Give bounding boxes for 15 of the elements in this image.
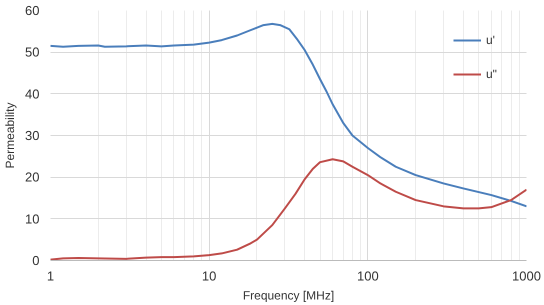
y-tick-label: 30 <box>25 128 40 143</box>
y-axis-title: Permeability <box>3 102 18 169</box>
legend-label: u' <box>486 33 496 47</box>
y-tick-label: 50 <box>25 44 40 60</box>
x-tick-label: 1000 <box>512 268 541 284</box>
y-tick-label: 60 <box>25 3 40 18</box>
y-tick-label: 40 <box>25 86 40 102</box>
x-tick-label: 100 <box>356 268 379 284</box>
x-axis-title: Frequency [MHz] <box>242 288 334 302</box>
y-tick-label: 0 <box>32 253 40 268</box>
x-tick-label: 1 <box>46 268 54 284</box>
y-tick-label: 20 <box>25 170 40 185</box>
legend-label: u" <box>486 67 498 81</box>
y-tick-label: 10 <box>25 211 40 226</box>
x-tick-label: 10 <box>202 268 216 284</box>
